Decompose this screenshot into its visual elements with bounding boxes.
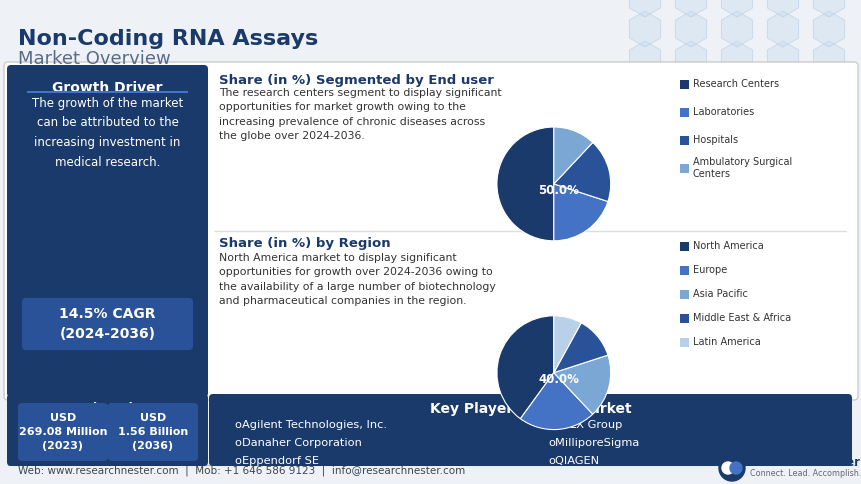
Text: Ambulatory Surgical
Centers: Ambulatory Surgical Centers [692,157,791,179]
Text: The growth of the market
can be attributed to the
increasing investment in
medic: The growth of the market can be attribut… [32,97,183,168]
FancyBboxPatch shape [679,266,688,275]
FancyBboxPatch shape [4,62,857,400]
Text: oAgilent Technologies, Inc.: oAgilent Technologies, Inc. [235,420,387,430]
Text: Hospitals: Hospitals [692,135,737,145]
FancyBboxPatch shape [679,242,688,251]
FancyBboxPatch shape [679,314,688,323]
Text: Laboratories: Laboratories [692,107,753,117]
Polygon shape [813,11,844,47]
Polygon shape [721,0,752,17]
Polygon shape [813,0,844,17]
Polygon shape [721,41,752,77]
Text: USD
1.56 Billion
(2036): USD 1.56 Billion (2036) [118,413,188,451]
FancyBboxPatch shape [679,164,688,173]
Text: Non-Coding RNA Assays: Non-Coding RNA Assays [18,29,318,49]
Wedge shape [497,316,554,419]
Wedge shape [554,355,610,414]
Text: oQIAGEN: oQIAGEN [548,456,599,466]
Text: 50.0%: 50.0% [537,184,578,197]
Wedge shape [554,127,592,184]
Polygon shape [675,11,706,47]
Polygon shape [675,0,706,17]
Text: oRELX Group: oRELX Group [548,420,623,430]
Circle shape [718,455,744,481]
Text: USD
269.08 Million
(2023): USD 269.08 Million (2023) [19,413,107,451]
Text: oDanaher Corporation: oDanaher Corporation [235,438,362,448]
Polygon shape [629,41,660,77]
FancyBboxPatch shape [208,394,851,466]
Polygon shape [766,41,797,77]
Wedge shape [554,142,610,201]
Text: Market Overview: Market Overview [18,50,170,68]
Text: 40.0%: 40.0% [537,373,578,386]
Wedge shape [554,316,580,373]
Polygon shape [813,41,844,77]
Text: Web: www.researchnester.com  |  Mob: +1 646 586 9123  |  info@researchnester.com: Web: www.researchnester.com | Mob: +1 64… [18,466,465,476]
Text: Share (in %) Segmented by End user: Share (in %) Segmented by End user [219,74,493,87]
Wedge shape [496,127,554,241]
Text: Growth Driver: Growth Driver [53,81,163,95]
Text: Europe: Europe [692,265,727,275]
FancyBboxPatch shape [679,136,688,145]
Text: Connect. Lead. Accomplish.: Connect. Lead. Accomplish. [749,469,860,478]
FancyBboxPatch shape [679,108,688,117]
Wedge shape [520,373,592,430]
FancyBboxPatch shape [679,80,688,89]
FancyBboxPatch shape [7,394,208,466]
FancyBboxPatch shape [108,403,198,461]
FancyBboxPatch shape [7,65,208,397]
FancyBboxPatch shape [22,298,193,350]
Polygon shape [766,0,797,17]
Text: North America market to display significant
opportunities for growth over 2024-2: North America market to display signific… [219,253,495,306]
Wedge shape [554,184,607,241]
Text: The research centers segment to display significant
opportunities for market gro: The research centers segment to display … [219,88,501,141]
FancyBboxPatch shape [679,290,688,299]
Text: Asia Pacific: Asia Pacific [692,289,747,299]
Polygon shape [675,41,706,77]
Polygon shape [629,11,660,47]
Text: Market Size: Market Size [66,402,149,415]
Text: 14.5% CAGR
(2024-2036): 14.5% CAGR (2024-2036) [59,307,156,341]
Text: Latin America: Latin America [692,337,760,347]
FancyBboxPatch shape [18,403,108,461]
Polygon shape [721,11,752,47]
Text: Key Players in the Market: Key Players in the Market [429,402,630,416]
Text: Research Nester: Research Nester [749,456,859,469]
Text: oMilliporeSigma: oMilliporeSigma [548,438,639,448]
Polygon shape [629,0,660,17]
Text: North America: North America [692,241,763,251]
Circle shape [722,462,734,474]
Text: Research Centers: Research Centers [692,79,778,89]
Wedge shape [554,323,607,373]
Text: Share (in %) by Region: Share (in %) by Region [219,237,390,250]
Circle shape [729,462,741,474]
Polygon shape [766,11,797,47]
FancyBboxPatch shape [679,338,688,347]
Text: Middle East & Africa: Middle East & Africa [692,313,790,323]
Text: oEppendorf SE: oEppendorf SE [235,456,319,466]
